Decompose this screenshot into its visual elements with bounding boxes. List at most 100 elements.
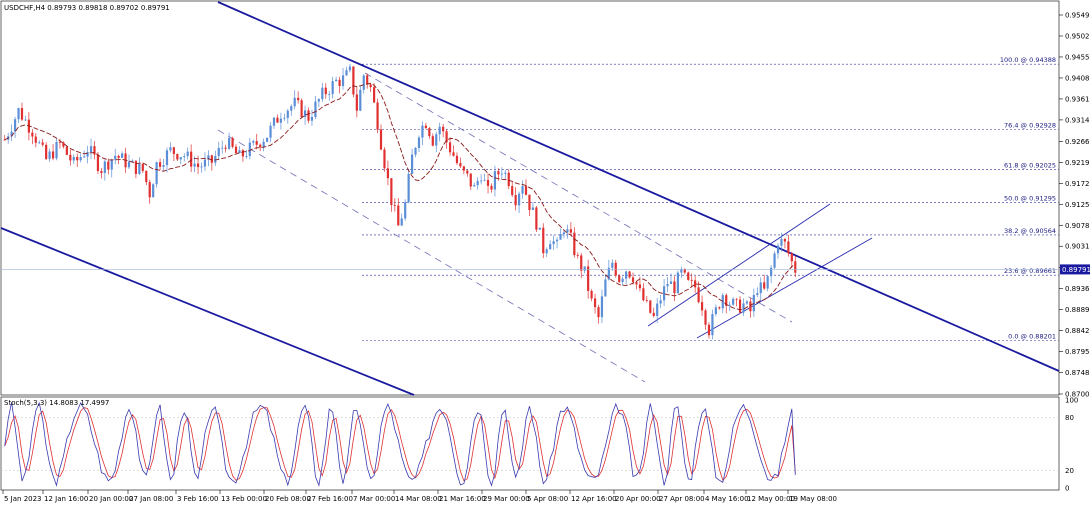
candle-body (369, 84, 372, 88)
candle-body (210, 155, 213, 163)
candle-body (41, 142, 44, 145)
candle-body (662, 286, 666, 301)
candle-body (131, 160, 134, 162)
candle-body (348, 66, 352, 71)
candle-body (773, 253, 776, 268)
fib-level-label: 23.6 @ 0.89661 (1004, 267, 1056, 275)
candle-body (521, 186, 524, 194)
candle-body (552, 241, 555, 245)
candle-body (51, 151, 55, 159)
candle-body (114, 155, 117, 160)
candle-body (580, 255, 583, 271)
fibonacci-levels: 100.0 @ 0.94388 76.4 @ 0.92928 61.8 @ 0.92… (362, 56, 1059, 341)
candle-body (76, 156, 79, 161)
candle-body (531, 207, 535, 210)
candle-body (763, 282, 766, 289)
candle-body (376, 102, 379, 130)
candle-body (196, 163, 200, 167)
candle-body (721, 295, 724, 309)
candle-body (766, 276, 769, 289)
candle-body (745, 301, 749, 304)
time-tick-label: 3 Feb 16:00 (177, 495, 218, 503)
candle-body (625, 271, 628, 279)
candle-body (300, 100, 303, 117)
candle-body (145, 170, 148, 183)
time-tick-label: 20 Apr 00:00 (615, 495, 661, 503)
candle-body (493, 171, 497, 190)
inner-dashed-upper (364, 72, 793, 323)
candle-body (373, 87, 376, 103)
candle-body (169, 147, 172, 151)
candle-body (355, 94, 358, 111)
candle-body (511, 186, 514, 196)
candle-body (759, 282, 762, 294)
candle-body (165, 150, 169, 166)
candle-body (176, 154, 179, 160)
candle-body (193, 163, 196, 167)
candle-body (410, 154, 414, 174)
candle-body (507, 172, 510, 187)
time-tick-label: 12 Jan 16:00 (44, 495, 88, 503)
candle-body (121, 153, 124, 158)
candle-body (127, 161, 131, 168)
candle-body (89, 146, 93, 153)
candle-body (297, 97, 300, 101)
candle-body (566, 229, 569, 233)
symbol-line: USDCHF,H4 0.89793 0.89818 0.89702 0.8979… (4, 4, 170, 12)
lower-channel-line (0, 227, 415, 396)
candle-body (628, 271, 631, 278)
candle-body (34, 136, 37, 143)
time-tick-label: 27 Apr 08:00 (659, 495, 705, 503)
candle-body (469, 173, 472, 187)
candle-body (438, 126, 441, 135)
candle-body (569, 229, 572, 233)
candle-body (448, 142, 452, 153)
candle-body (756, 293, 759, 296)
candle-body (38, 142, 41, 144)
candle-body (542, 227, 545, 254)
fib-level-label: 50.0 @ 0.91295 (1004, 194, 1056, 202)
candle-body (79, 157, 82, 161)
candle-body (183, 156, 186, 158)
candle-body (103, 161, 106, 174)
candle-body (576, 255, 579, 256)
candle-body (62, 142, 65, 147)
time-tick-label: 4 May 16:00 (705, 495, 749, 503)
candle-body (776, 245, 780, 254)
candle-body (573, 232, 576, 256)
candle-body (362, 75, 365, 90)
candle-body (172, 147, 175, 155)
candle-body (345, 70, 348, 76)
candle-body (276, 117, 279, 123)
candle-body (3, 139, 6, 141)
candle-body (473, 185, 476, 187)
candle-body (417, 137, 421, 148)
time-tick-label: 5 Apr 08:00 (527, 495, 568, 503)
candle-body (452, 152, 455, 156)
candle-body (642, 288, 645, 301)
candle-body (155, 162, 158, 185)
time-tick-label: 20 Feb 08:00 (265, 495, 311, 503)
price-candles (3, 63, 797, 340)
candle-body (645, 300, 648, 302)
candle-body (631, 277, 635, 283)
candle-body (638, 284, 642, 289)
candle-body (110, 159, 113, 170)
candle-body (317, 99, 320, 102)
candle-body (683, 269, 686, 273)
candle-body (597, 307, 600, 318)
candle-body (207, 155, 210, 160)
candle-body (272, 117, 276, 126)
candle-body (310, 116, 314, 121)
candle-body (252, 141, 255, 143)
candle-body (141, 163, 144, 171)
candle-body (162, 165, 165, 167)
candle-body (262, 141, 265, 148)
candle-body (20, 108, 24, 120)
